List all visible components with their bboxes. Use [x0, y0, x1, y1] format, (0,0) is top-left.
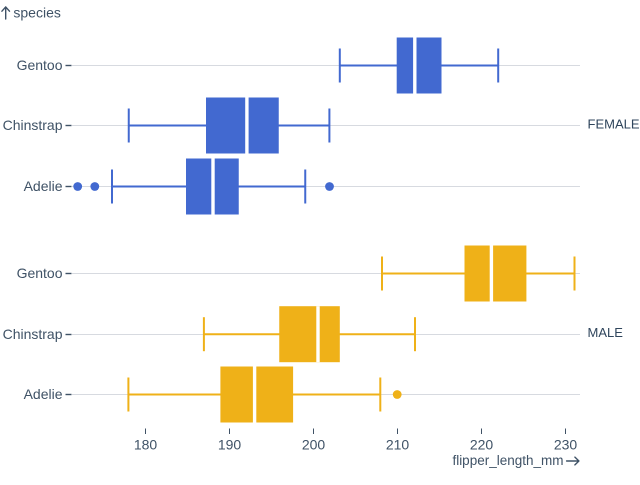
svg-text:Chinstrap: Chinstrap [3, 117, 63, 133]
svg-text:190: 190 [218, 437, 242, 453]
svg-text:220: 220 [470, 437, 494, 453]
svg-text:230: 230 [554, 437, 578, 453]
svg-text:Adelie: Adelie [24, 178, 63, 194]
svg-text:FEMALE: FEMALE [588, 117, 640, 132]
svg-text:Adelie: Adelie [24, 386, 63, 402]
svg-text:MALE: MALE [588, 325, 624, 340]
svg-text:Gentoo: Gentoo [17, 265, 63, 281]
svg-text:200: 200 [302, 437, 326, 453]
svg-text:species: species [13, 5, 60, 21]
svg-text:210: 210 [386, 437, 410, 453]
svg-text:flipper_length_mm: flipper_length_mm [452, 453, 563, 468]
svg-text:Gentoo: Gentoo [17, 57, 63, 73]
svg-text:Chinstrap: Chinstrap [3, 326, 63, 342]
svg-text:180: 180 [134, 437, 158, 453]
